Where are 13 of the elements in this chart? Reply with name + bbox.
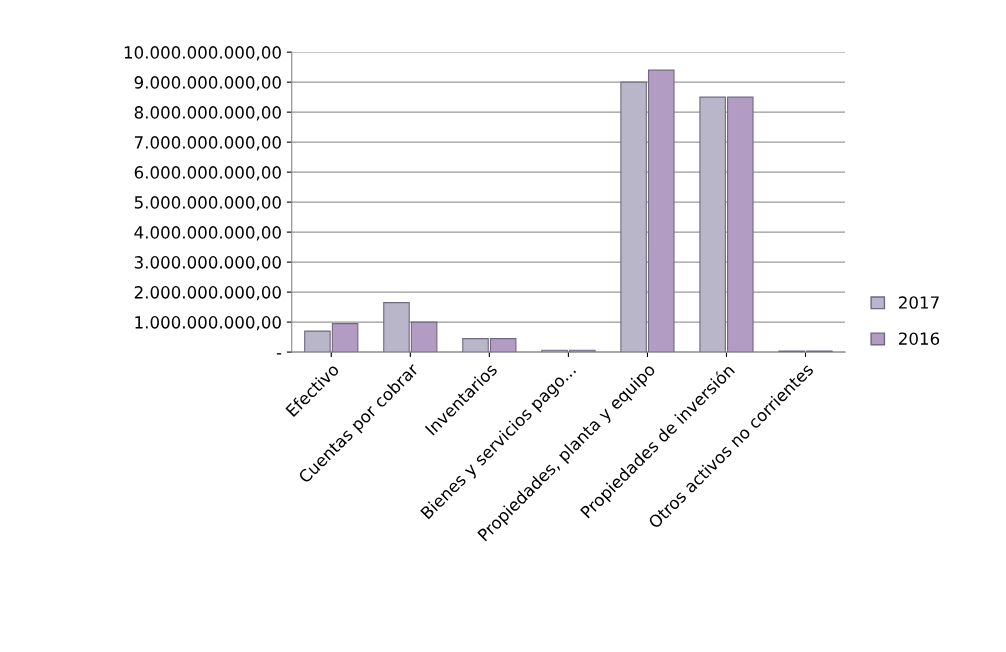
y-tick-label: 9.000.000.000,00	[134, 76, 281, 91]
y-tick-label: -	[276, 353, 282, 355]
legend-label: 2016	[898, 332, 940, 345]
y-tick-label: 7.000.000.000,00	[134, 136, 281, 151]
y-tick-label: 3.000.000.000,00	[134, 256, 281, 271]
y-tick-label: 8.000.000.000,00	[134, 106, 281, 121]
legend-label: 2017	[898, 296, 939, 309]
y-tick-label: 4.000.000.000,00	[134, 226, 281, 241]
y-tick-label: 6.000.000.000,00	[134, 166, 281, 181]
y-tick-label: 5.000.000.000,00	[134, 196, 281, 211]
y-tick-label: 2.000.000.000,00	[134, 286, 281, 301]
y-tick-label: 10.000.000.000,00	[124, 46, 281, 61]
y-tick-label: 1.000.000.000,00	[135, 316, 281, 331]
